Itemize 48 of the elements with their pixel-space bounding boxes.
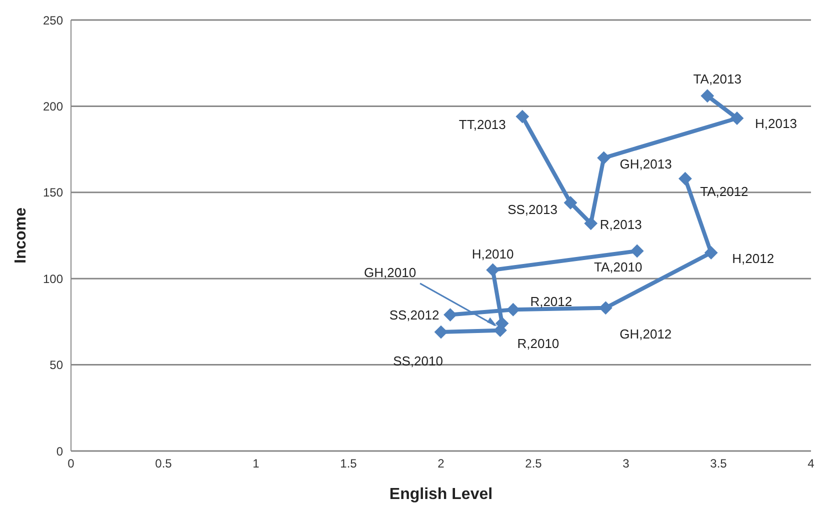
x-tick-label: 2.5 xyxy=(525,456,542,471)
annotation: R,2010 xyxy=(517,336,560,351)
x-tick-label: 4 xyxy=(808,456,815,471)
point xyxy=(704,246,718,260)
annotation: SS,2013 xyxy=(508,202,558,218)
x-axis-title: English Level xyxy=(389,486,493,503)
annotation: TT,2013 xyxy=(458,117,506,132)
annotation: TA,2013 xyxy=(693,71,742,86)
x-tick-label: 3.5 xyxy=(710,456,728,471)
point xyxy=(630,244,644,258)
point xyxy=(564,196,577,210)
annotation: R,2013 xyxy=(600,216,642,232)
annotation: H,2012 xyxy=(732,251,774,266)
x-tick-label: 0 xyxy=(68,456,75,471)
y-axis-title: Income xyxy=(12,207,30,264)
x-tick-label: 0.5 xyxy=(155,456,172,471)
y-tick-label: 50 xyxy=(50,358,64,372)
annotation: R,2012 xyxy=(530,294,572,310)
point xyxy=(444,308,457,322)
point xyxy=(434,326,448,339)
annotation: GH,2010 xyxy=(364,264,416,280)
x-tick-label: 1 xyxy=(252,456,260,471)
annotation: TA,2010 xyxy=(594,260,642,275)
y-tick-label: 100 xyxy=(42,272,64,286)
y-tick-label: 0 xyxy=(56,444,64,458)
point xyxy=(584,216,598,230)
y-tick-label: 200 xyxy=(42,99,64,114)
annotation: GH,2013 xyxy=(620,156,672,172)
annotation: GH,2012 xyxy=(620,326,672,342)
point xyxy=(678,172,692,186)
point xyxy=(597,151,610,164)
x-tick-label: 1.5 xyxy=(340,456,358,471)
y-tick-label: 250 xyxy=(42,13,64,28)
y-tick-label: 150 xyxy=(42,186,64,200)
point xyxy=(496,316,509,330)
point xyxy=(506,303,520,316)
x-tick-label: 3 xyxy=(622,456,630,471)
point xyxy=(700,89,714,102)
annotation: TA,2012 xyxy=(700,184,748,200)
point xyxy=(599,301,612,314)
point xyxy=(486,263,500,276)
annotation: SS,2010 xyxy=(393,354,443,369)
point xyxy=(730,112,744,125)
point xyxy=(516,110,529,124)
annotation: SS,2012 xyxy=(389,307,440,322)
annotation: H,2013 xyxy=(755,116,797,131)
annotation: H,2010 xyxy=(472,246,514,262)
x-tick-label: 2 xyxy=(438,456,445,471)
